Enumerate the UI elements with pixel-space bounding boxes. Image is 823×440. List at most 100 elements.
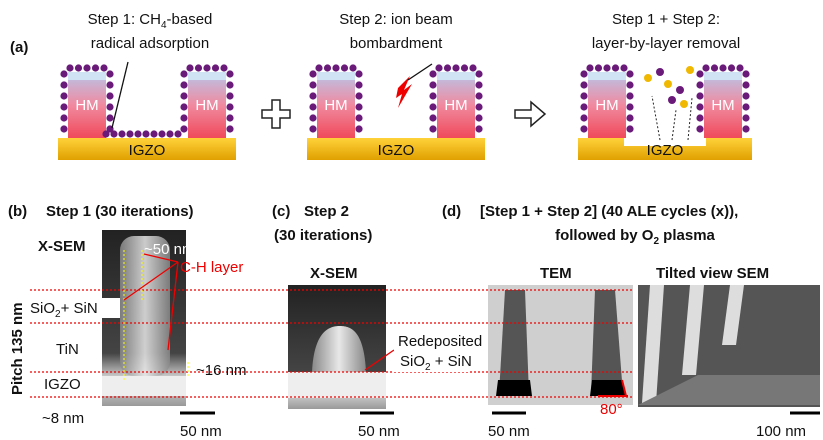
molecule <box>83 64 90 71</box>
molecule <box>461 64 468 71</box>
molecule <box>341 64 348 71</box>
hm-label: HM <box>444 97 467 114</box>
mask-top <box>588 72 626 80</box>
molecule <box>118 130 125 137</box>
molecule <box>702 64 709 71</box>
molecule <box>92 64 99 71</box>
hm-label: HM <box>75 97 98 114</box>
panel-title: Step 2 <box>304 203 349 220</box>
molecule <box>106 81 113 88</box>
molecule <box>475 125 482 132</box>
molecule <box>742 92 749 99</box>
molecule <box>226 103 233 110</box>
scale-label: 100 nm <box>756 423 806 440</box>
molecule <box>742 70 749 77</box>
molecule <box>580 103 587 110</box>
sem-image-d <box>638 285 820 407</box>
molecule <box>475 114 482 121</box>
molecule <box>429 81 436 88</box>
molecule <box>106 114 113 121</box>
molecule <box>355 70 362 77</box>
scale-label: 50 nm <box>358 423 400 440</box>
molecule <box>429 70 436 77</box>
molecule <box>309 92 316 99</box>
molecule <box>309 114 316 121</box>
hm-label: HM <box>195 97 218 114</box>
mask-top <box>437 72 475 80</box>
molecule <box>180 92 187 99</box>
molecule <box>626 70 633 77</box>
panel-title: [Step 1 + Step 2] (40 ALE cycles (x)), <box>480 203 738 220</box>
molecule <box>355 125 362 132</box>
molecule <box>355 103 362 110</box>
molecule <box>309 70 316 77</box>
layer-label: TiN <box>56 341 79 358</box>
molecule <box>355 81 362 88</box>
molecule <box>174 130 181 137</box>
molecule <box>696 70 703 77</box>
figure: IGZOHMHMIGZOHMHMIGZOHMHM (a) Step 1: CH4… <box>0 0 823 440</box>
arrow-icon <box>515 102 545 126</box>
hm-label: HM <box>595 97 618 114</box>
molecule <box>626 81 633 88</box>
molecule <box>60 103 67 110</box>
molecule <box>475 103 482 110</box>
text: SiO <box>400 353 425 370</box>
dimension: ~8 nm <box>42 410 84 427</box>
molecule <box>134 130 141 137</box>
molecule <box>142 130 149 137</box>
ion-bolt <box>396 76 412 108</box>
molecule <box>309 125 316 132</box>
molecule <box>429 125 436 132</box>
molecule <box>586 64 593 71</box>
molecule <box>203 64 210 71</box>
text: + SiN <box>61 300 98 317</box>
substrate-label: IGZO <box>378 142 415 159</box>
molecule <box>626 114 633 121</box>
molecule <box>626 125 633 132</box>
pointer <box>112 62 128 128</box>
molecule <box>742 125 749 132</box>
molecule <box>580 81 587 88</box>
text: followed by O <box>555 227 654 244</box>
molecule <box>126 130 133 137</box>
molecule <box>355 92 362 99</box>
molecule <box>226 114 233 121</box>
hm-label: HM <box>324 97 347 114</box>
dimension: ~50 nm <box>144 241 194 258</box>
pitch-label: Pitch 135 nm <box>9 302 26 395</box>
molecule <box>226 125 233 132</box>
molecule <box>696 103 703 110</box>
panel-title: followed by O2 plasma <box>555 227 715 247</box>
method-label: X-SEM <box>38 238 86 255</box>
text: Step 1: CH <box>88 11 161 28</box>
molecule <box>75 64 82 71</box>
molecule <box>100 64 107 71</box>
panel-title: (30 iterations) <box>274 227 372 244</box>
molecule <box>620 64 627 71</box>
desorbed-product <box>664 80 672 88</box>
molecule <box>220 64 227 71</box>
step-title: Step 1: CH4-based <box>88 11 213 31</box>
molecule <box>742 81 749 88</box>
molecule <box>444 64 451 71</box>
step-title: layer-by-layer removal <box>592 35 740 52</box>
text: + SiN <box>431 353 472 370</box>
molecule <box>603 64 610 71</box>
molecule <box>180 81 187 88</box>
molecule <box>60 125 67 132</box>
dimension: ~16 nm <box>196 362 246 379</box>
molecule <box>309 103 316 110</box>
angle: 80° <box>600 401 623 418</box>
scale-label: 50 nm <box>180 423 222 440</box>
molecule <box>475 81 482 88</box>
desorbed-product <box>680 100 688 108</box>
molecule <box>435 64 442 71</box>
molecule <box>315 64 322 71</box>
molecule <box>166 130 173 137</box>
image-title: TEM <box>540 265 572 282</box>
molecule <box>355 114 362 121</box>
desorbed-product <box>676 86 684 94</box>
molecule <box>595 64 602 71</box>
